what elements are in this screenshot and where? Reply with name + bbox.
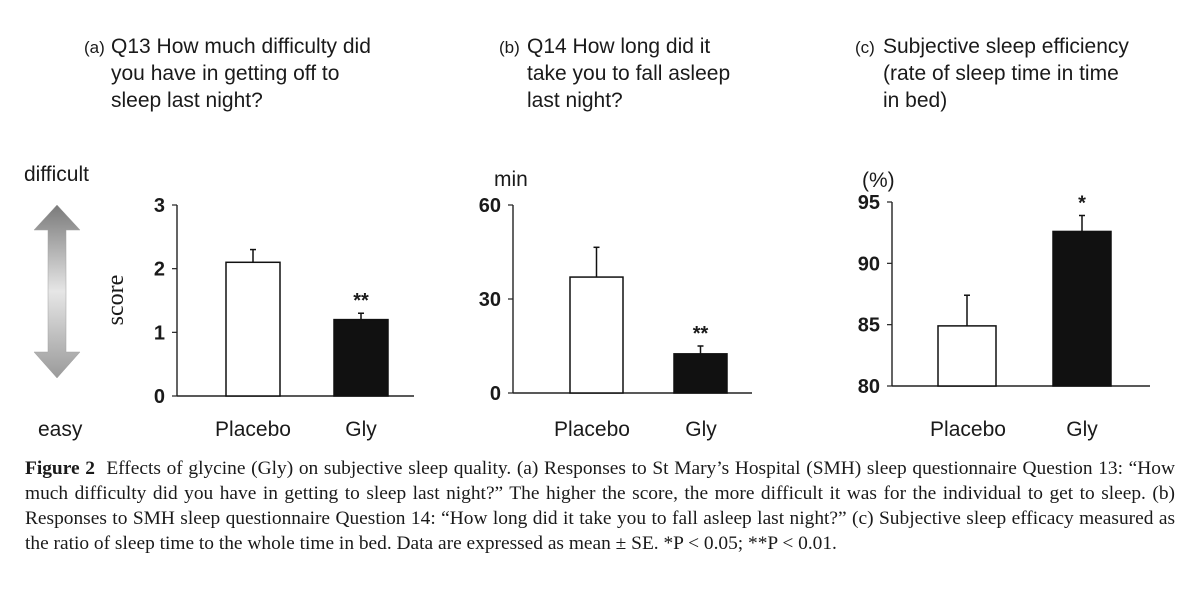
category-label-a: Gly (345, 418, 377, 441)
chart-c: 80 85 90 95(%) Placebo * Gly (858, 169, 1150, 441)
significance-marker-a: ** (353, 290, 369, 312)
scale-easy-label: easy (38, 418, 83, 441)
panel-a-title-line-2: you have in getting off to (111, 62, 339, 85)
panel-a-title-line-3: sleep last night? (111, 89, 263, 112)
y-tick-label-a: 2 (154, 259, 165, 281)
chart-a: 0 1 2 3 score Placebo ** Gly (103, 195, 414, 441)
category-label-b: Gly (685, 418, 717, 441)
panel-a-label: (a) (84, 38, 105, 57)
panel-c-title-line-3: in bed) (883, 89, 947, 112)
caption-text: Effects of glycine (Gly) on subjective s… (25, 458, 1175, 554)
panel-b-title-line-2: take you to fall asleep (527, 62, 730, 85)
panel-c-title-line-1: Subjective sleep efficiency (883, 35, 1129, 58)
category-label-c: Placebo (930, 418, 1006, 441)
bar-c-placebo (937, 325, 997, 387)
bar-a-placebo (225, 261, 281, 397)
y-tick-label-b: 0 (490, 383, 501, 405)
category-label-c: Gly (1066, 418, 1098, 441)
bar-a-gly (333, 318, 389, 397)
caption-label: Figure 2 (25, 458, 95, 479)
y-tick-label-c: 80 (858, 376, 880, 398)
panel-b-label: (b) (499, 38, 520, 57)
y-tick-label-b: 60 (479, 195, 501, 217)
bar-c-gly (1052, 230, 1112, 387)
panel-a-title-line-1: Q13 How much difficulty did (111, 35, 371, 58)
category-label-a: Placebo (215, 418, 291, 441)
y-tick-label-a: 0 (154, 386, 165, 408)
significance-marker-c: * (1078, 192, 1086, 214)
panel-b-title-line-3: last night? (527, 89, 623, 112)
panel-c-title-line-2: (rate of sleep time in time (883, 62, 1119, 85)
panel-c-label: (c) (855, 38, 875, 57)
scale-difficult-label: difficult (24, 163, 89, 186)
significance-marker-b: ** (693, 323, 709, 345)
panel-b-title-line-1: Q14 How long did it (527, 35, 710, 58)
y-tick-label-a: 3 (154, 195, 165, 217)
y-axis-label-b: min (494, 168, 528, 191)
y-tick-label-a: 1 (154, 322, 165, 344)
y-axis-label-a: score (103, 275, 129, 326)
y-tick-label-c: 90 (858, 253, 880, 275)
y-axis-label-c: (%) (862, 169, 895, 192)
y-tick-label-c: 95 (858, 192, 880, 214)
y-tick-label-b: 30 (479, 289, 501, 311)
figure-caption: Figure 2 Effects of glycine (Gly) on sub… (25, 456, 1175, 556)
category-label-b: Placebo (554, 418, 630, 441)
bar-b-gly (673, 353, 728, 394)
y-tick-label-c: 85 (858, 315, 880, 337)
bar-b-placebo (569, 276, 624, 394)
chart-b: 0 30 60 min Placebo ** Gly (479, 168, 752, 441)
difficulty-arrow-icon (33, 204, 81, 379)
